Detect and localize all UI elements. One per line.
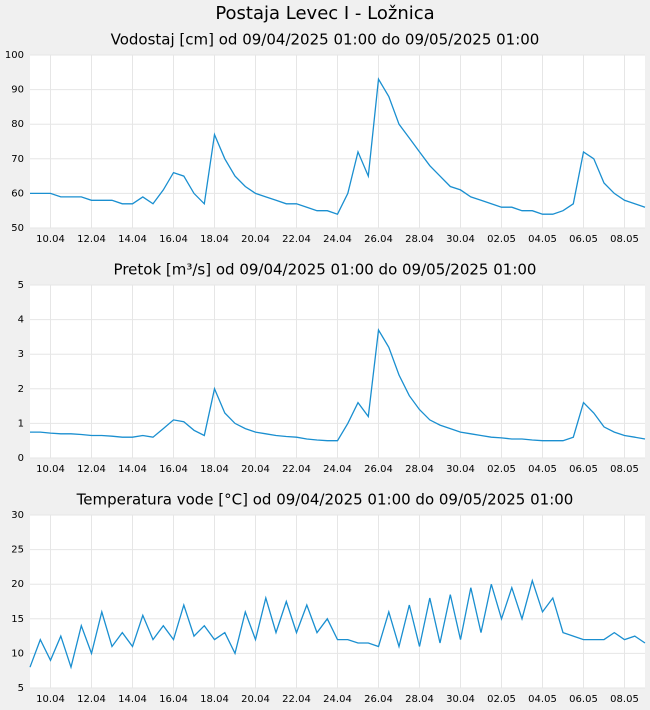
y-tick-label: 5	[18, 280, 24, 291]
x-tick-label: 18.04	[200, 234, 229, 245]
y-tick-label: 25	[11, 545, 24, 556]
x-tick-label: 10.04	[36, 694, 65, 705]
x-tick-label: 04.05	[528, 234, 557, 245]
chart-title: Vodostaj [cm] od 09/04/2025 01:00 do 09/…	[111, 31, 540, 49]
x-tick-label: 06.05	[569, 464, 598, 475]
y-tick-label: 60	[11, 188, 24, 199]
y-tick-label: 2	[18, 384, 24, 395]
x-tick-label: 18.04	[200, 464, 229, 475]
y-tick-label: 30	[11, 510, 24, 521]
x-tick-label: 14.04	[118, 234, 147, 245]
x-tick-label: 14.04	[118, 694, 147, 705]
y-tick-label: 100	[5, 50, 24, 61]
page-title: Postaja Levec I - Ložnica	[215, 3, 434, 24]
y-tick-label: 5	[18, 683, 24, 694]
data-line	[29, 578, 646, 670]
x-tick-label: 04.05	[528, 464, 557, 475]
x-tick-label: 22.04	[282, 464, 311, 475]
y-tick-label: 90	[11, 85, 24, 96]
x-tick-label: 24.04	[323, 464, 352, 475]
x-tick-label: 26.04	[364, 464, 393, 475]
x-tick-label: 08.05	[610, 464, 639, 475]
x-tick-label: 28.04	[405, 464, 434, 475]
x-tick-label: 30.04	[446, 234, 475, 245]
x-tick-label: 20.04	[241, 234, 270, 245]
x-tick-label: 22.04	[282, 694, 311, 705]
x-tick-label: 26.04	[364, 234, 393, 245]
x-tick-label: 28.04	[405, 694, 434, 705]
x-tick-label: 20.04	[241, 694, 270, 705]
x-tick-label: 30.04	[446, 694, 475, 705]
x-tick-label: 10.04	[36, 234, 65, 245]
x-tick-label: 16.04	[159, 464, 188, 475]
x-tick-label: 02.05	[487, 694, 516, 705]
y-tick-label: 10	[11, 648, 24, 659]
y-tick-label: 50	[11, 223, 24, 234]
x-tick-label: 30.04	[446, 464, 475, 475]
y-tick-label: 70	[11, 154, 24, 165]
x-tick-label: 24.04	[323, 694, 352, 705]
y-tick-label: 80	[11, 119, 24, 130]
y-tick-label: 15	[11, 614, 24, 625]
y-tick-label: 3	[18, 349, 24, 360]
x-tick-label: 08.05	[610, 694, 639, 705]
x-tick-label: 20.04	[241, 464, 270, 475]
x-tick-label: 06.05	[569, 234, 598, 245]
x-tick-label: 10.04	[36, 464, 65, 475]
chart-title: Temperatura vode [°C] od 09/04/2025 01:0…	[76, 491, 574, 509]
x-tick-label: 14.04	[118, 464, 147, 475]
x-tick-label: 26.04	[364, 694, 393, 705]
x-tick-label: 28.04	[405, 234, 434, 245]
y-tick-label: 1	[18, 418, 24, 429]
x-tick-label: 12.04	[77, 234, 106, 245]
chart-title: Pretok [m³/s] od 09/04/2025 01:00 do 09/…	[114, 261, 537, 279]
x-tick-label: 08.05	[610, 234, 639, 245]
x-tick-label: 02.05	[487, 234, 516, 245]
x-tick-label: 04.05	[528, 694, 557, 705]
x-tick-label: 12.04	[77, 464, 106, 475]
y-tick-label: 4	[18, 315, 24, 326]
data-line	[30, 328, 646, 442]
x-tick-label: 02.05	[487, 464, 516, 475]
x-tick-label: 24.04	[323, 234, 352, 245]
x-tick-label: 12.04	[77, 694, 106, 705]
x-tick-label: 16.04	[159, 694, 188, 705]
x-tick-label: 18.04	[200, 694, 229, 705]
y-tick-label: 20	[11, 579, 24, 590]
x-tick-label: 16.04	[159, 234, 188, 245]
y-tick-label: 0	[18, 453, 24, 464]
x-tick-label: 06.05	[569, 694, 598, 705]
x-tick-label: 22.04	[282, 234, 311, 245]
data-line	[30, 77, 646, 216]
